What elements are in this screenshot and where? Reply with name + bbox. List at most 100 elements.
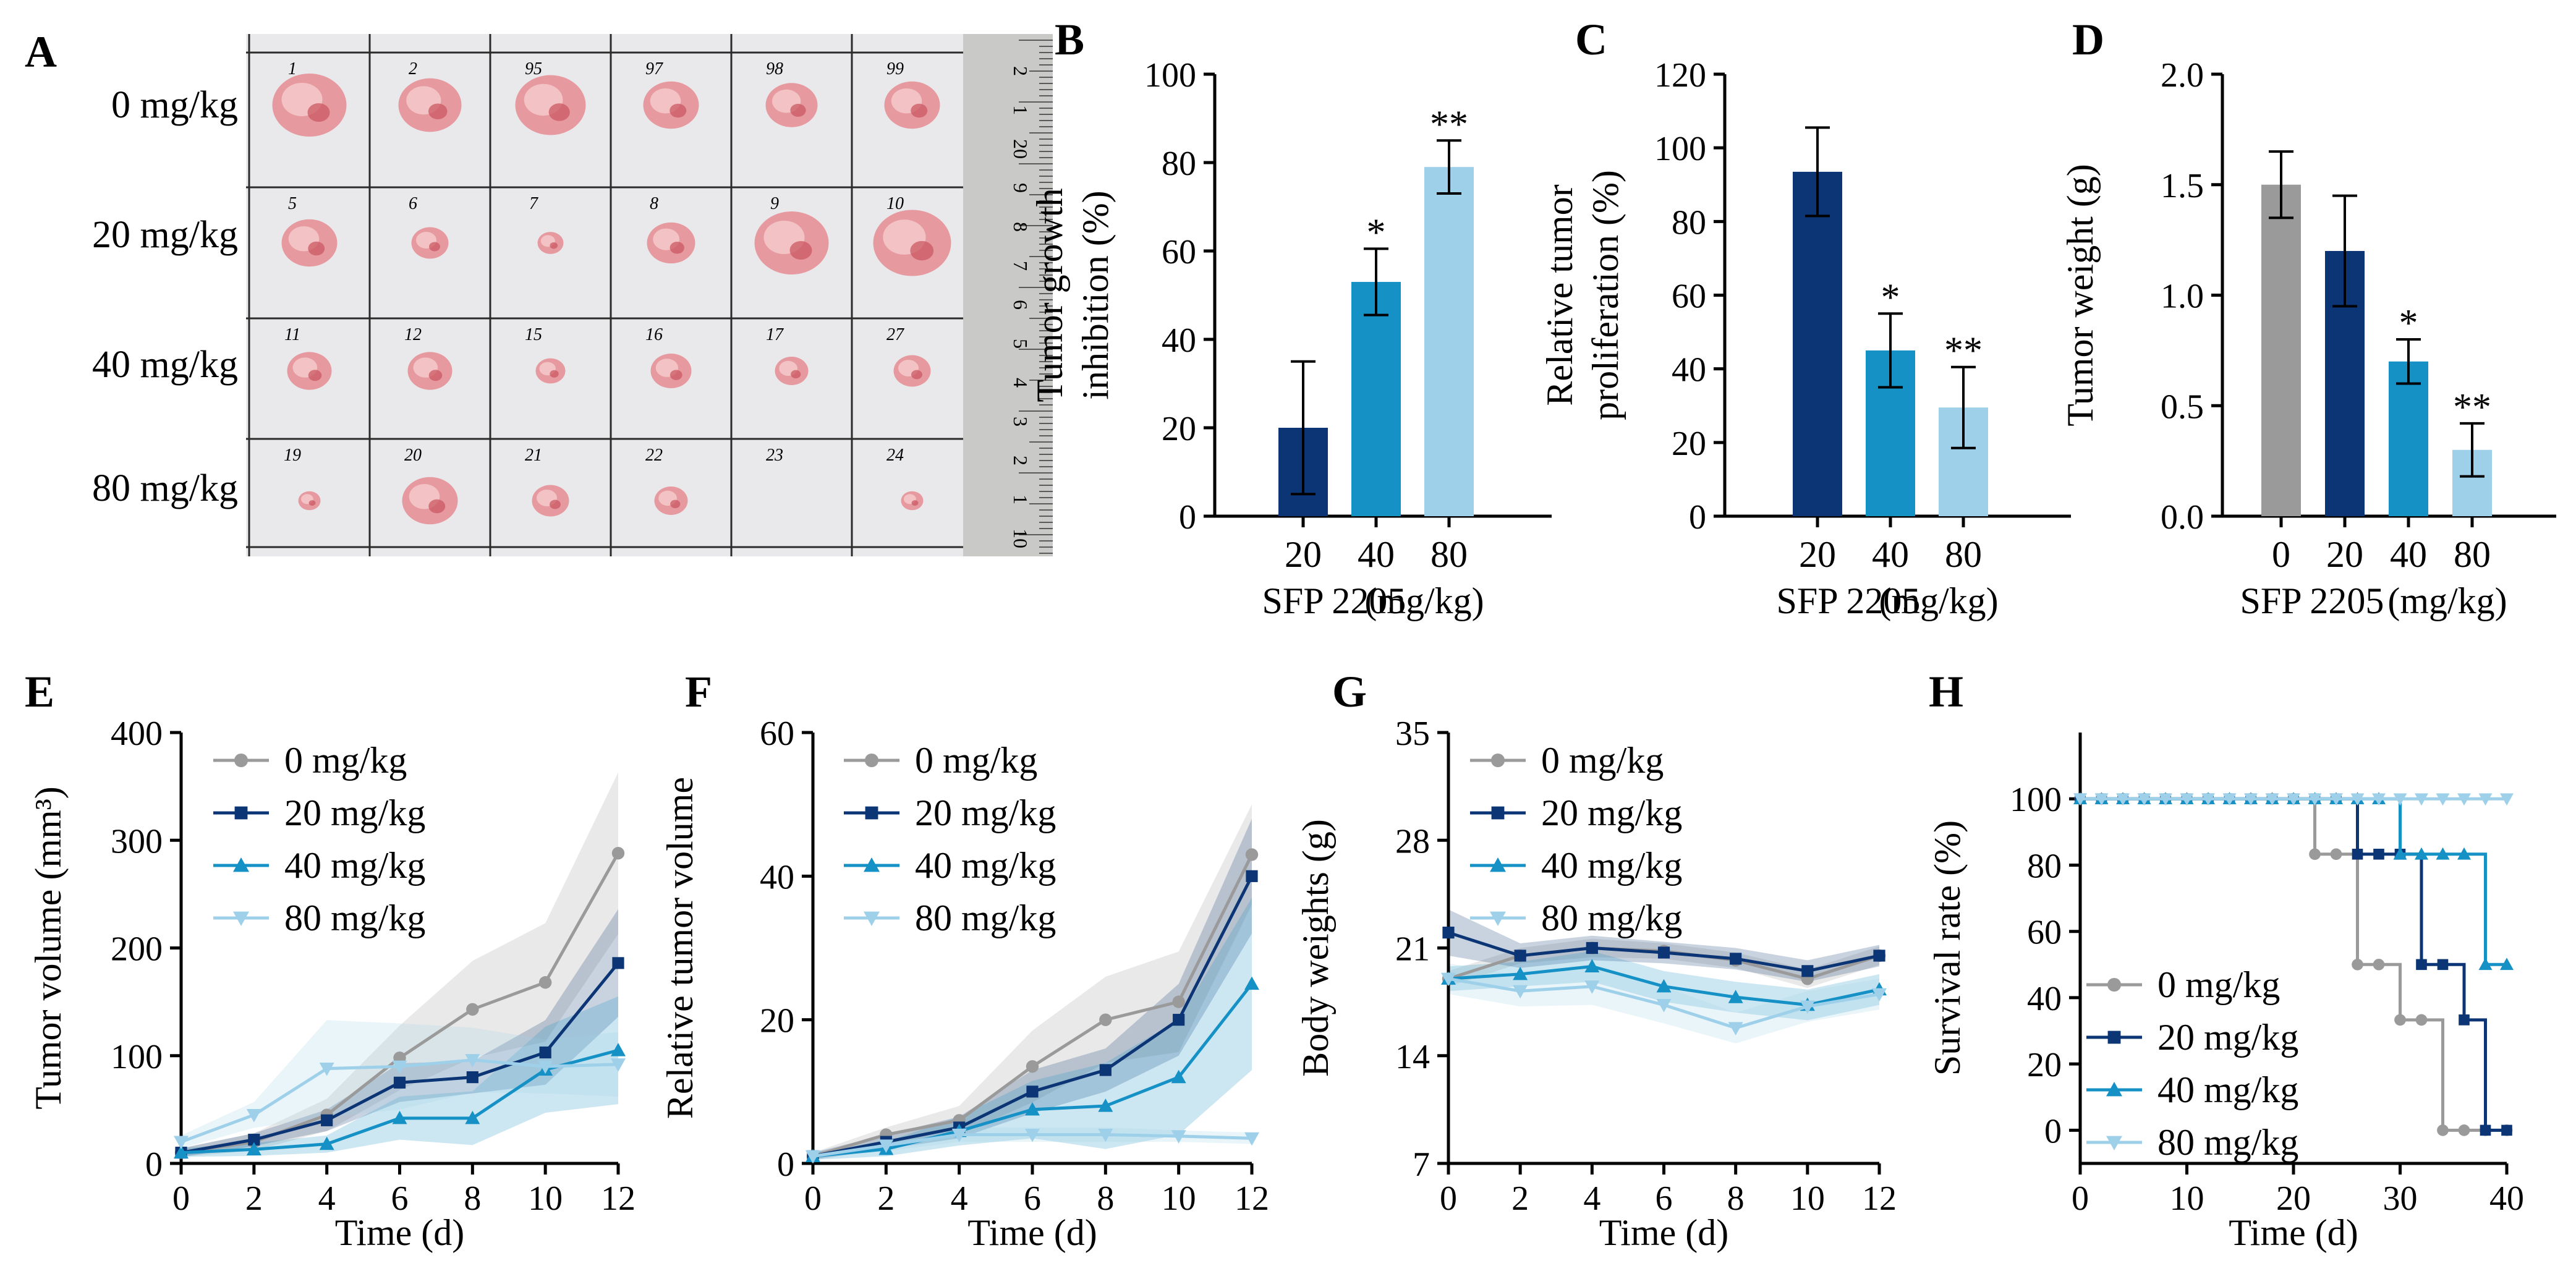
panel-h-data-point — [2265, 793, 2279, 806]
panel-c-bar-chart: 0 20 40 60 80 100 120 Relative tumor proliferati… — [1539, 56, 2071, 621]
panel-g-data-point — [1728, 990, 1743, 1003]
panel-e-data-point — [611, 846, 625, 860]
panel-b-xlabel-unit: (mg/kg) — [1364, 580, 1484, 621]
panel-g-line-chart: 7 14 21 28 35 0 2 4 6 8 10 12 Time (d) Body weights (… — [1295, 715, 1897, 1253]
panel-g-data-point — [1586, 941, 1598, 954]
panel-h-data-point — [2501, 1124, 2512, 1136]
panel-letter-c: C — [1575, 15, 1607, 64]
panel-e-data-point — [174, 1136, 189, 1150]
panel-f-y-tick-label: 0 — [777, 1145, 794, 1184]
panel-e-xlabel: Time (d) — [335, 1212, 464, 1253]
tumor-vessel — [548, 103, 570, 121]
panel-f-line-chart: 0 20 40 60 0 2 4 6 8 10 12 Time (d) Relative tumor v… — [660, 715, 1269, 1253]
tumor-id: 1 — [288, 59, 297, 79]
panel-e-y-tick-label: 100 — [111, 1038, 163, 1076]
panel-h-data-point — [2394, 1014, 2406, 1026]
tumor-vessel — [790, 103, 806, 117]
panel-h-data-point — [2352, 958, 2363, 971]
panel-h-data-point — [2416, 959, 2427, 971]
panel-e-band — [181, 996, 618, 1157]
panel-c-bar — [1793, 171, 1842, 516]
panel-h-data-point — [2437, 959, 2449, 971]
panel-f-data-point — [1171, 1069, 1186, 1084]
panel-c-y-tick-label: 20 — [1672, 425, 1706, 463]
panel-f-data-point — [951, 1128, 967, 1142]
ruler-label: 1 — [1010, 105, 1032, 115]
ruler — [963, 34, 1053, 556]
tumor-id: 95 — [525, 59, 542, 79]
tumor-vessel — [428, 103, 448, 119]
panel-f-legend-label: 40 mg/kg — [915, 845, 1056, 886]
panel-letter-d: D — [2072, 15, 2104, 64]
panel-e-legend-marker — [233, 857, 249, 872]
panel-g-data-point — [1657, 946, 1670, 959]
panel-h-data-point — [2478, 958, 2493, 971]
panel-e-legend-label: 80 mg/kg — [284, 898, 425, 938]
panel-f-x-tick-label: 6 — [1024, 1179, 1041, 1218]
panel-b-ylabel: inhibition (%) — [1075, 190, 1116, 399]
panel-f-legend-label: 20 mg/kg — [915, 792, 1056, 833]
panel-g-y-tick-label: 14 — [1395, 1038, 1430, 1076]
panel-b-y-tick-label: 80 — [1162, 145, 1196, 183]
panel-e-x-tick-label: 12 — [601, 1179, 635, 1218]
tumor-vessel — [428, 370, 443, 381]
panel-d-x-tick-label: 80 — [2454, 534, 2491, 575]
panel-b-y-tick-label: 0 — [1179, 498, 1196, 537]
tumor-id: 21 — [525, 446, 542, 465]
panel-c-y-tick-label: 80 — [1672, 203, 1706, 242]
panel-h-data-point — [2094, 793, 2109, 806]
panel-h-x-tick-label: 0 — [2072, 1179, 2089, 1218]
tumor-vessel — [910, 240, 934, 261]
panel-g-legend-label: 20 mg/kg — [1541, 792, 1682, 833]
panel-h-data-point — [2458, 1124, 2470, 1136]
panel-f-x-tick-label: 12 — [1235, 1179, 1269, 1218]
panel-e-data-point — [392, 1060, 407, 1074]
panel-f-legend-label: 0 mg/kg — [915, 740, 1037, 781]
tumor-vessel — [429, 242, 440, 252]
panel-h-data-point — [2244, 793, 2258, 806]
panel-letter-f: F — [685, 667, 712, 716]
panel-f-data-point — [806, 1150, 820, 1164]
panel-h-data-point — [2500, 793, 2514, 806]
ruler-label: 9 — [1010, 183, 1032, 193]
panel-d-significance: * — [2399, 302, 2418, 344]
panel-h-data-point — [2201, 793, 2215, 806]
panel-g-data-point — [1584, 980, 1600, 994]
panel-d-x-tick-label: 0 — [2272, 534, 2290, 575]
panel-e-band — [181, 909, 618, 1157]
panel-f-data-point — [1099, 1064, 1112, 1076]
panel-h-x-tick-label: 30 — [2383, 1179, 2418, 1218]
tumor-id: 20 — [404, 446, 422, 465]
panel-g-y-tick-label: 35 — [1395, 715, 1430, 753]
tumor-id: 19 — [284, 446, 301, 465]
panel-h-legend-label: 20 mg/kg — [2157, 1017, 2298, 1058]
panel-h-data-point — [2329, 793, 2343, 806]
panel-h-data-point — [2350, 793, 2365, 806]
panel-f-data-point — [1099, 1013, 1112, 1026]
tumor-id: 10 — [886, 194, 904, 213]
panel-f-data-point — [1171, 1130, 1186, 1144]
panel-c-ylabel: proliferation (%) — [1585, 170, 1626, 420]
panel-g-x-tick-label: 2 — [1511, 1179, 1529, 1218]
tumor-id: 6 — [409, 194, 417, 213]
panel-h-data-point — [2373, 848, 2384, 860]
panel-d-bar — [2389, 361, 2428, 516]
panel-h-xlabel: Time (d) — [2229, 1212, 2358, 1253]
panel-e-data-point — [248, 1134, 260, 1146]
panel-h-data-point — [2222, 793, 2237, 806]
panel-g-x-tick-label: 4 — [1583, 1179, 1600, 1218]
panel-e-data-point — [539, 1046, 551, 1059]
panel-e-data-point — [611, 1058, 626, 1072]
tumor-id: 99 — [886, 59, 904, 79]
panel-b-bar-chart: 0 20 40 60 80 100 Tumor growth inhibition (%) 20… — [1029, 56, 1552, 621]
panel-f-data-point — [1025, 1102, 1040, 1116]
panel-f-legend-marker — [865, 806, 878, 820]
panel-e-data-point — [246, 1108, 261, 1123]
panel-f-data-point — [1173, 1014, 1185, 1026]
panel-h-y-tick-label: 40 — [2027, 980, 2062, 1018]
panel-d-ylabel: Tumor weight (g) — [2060, 164, 2101, 426]
tumor-id: 11 — [284, 325, 300, 344]
panel-f-data-point — [1025, 1128, 1040, 1142]
panel-c-significance: * — [1881, 276, 1900, 318]
